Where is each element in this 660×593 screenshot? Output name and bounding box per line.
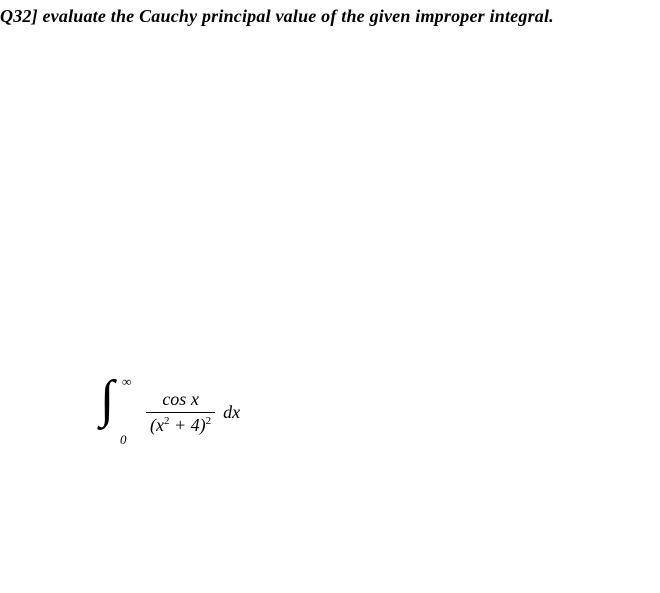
differential: dx [223,402,240,423]
den-exp2: 2 [206,415,212,427]
den-var: x [156,415,164,435]
integral-expression: ∫ ∞ 0 cos x (x2 + 4)2 dx [100,380,240,444]
question-prompt: Q32] evaluate the Cauchy principal value… [0,6,554,27]
upper-limit: ∞ [122,374,131,390]
fraction: cos x (x2 + 4)2 [146,389,215,436]
numerator-var: x [191,389,199,409]
lower-limit: 0 [120,432,127,448]
denominator: (x2 + 4)2 [146,412,215,436]
integral-symbol-group: ∫ ∞ 0 [100,380,140,444]
numerator-func: cos [162,389,191,409]
numerator: cos x [156,389,205,412]
integral-sign: ∫ [100,374,114,426]
den-mid: + 4) [170,415,206,435]
